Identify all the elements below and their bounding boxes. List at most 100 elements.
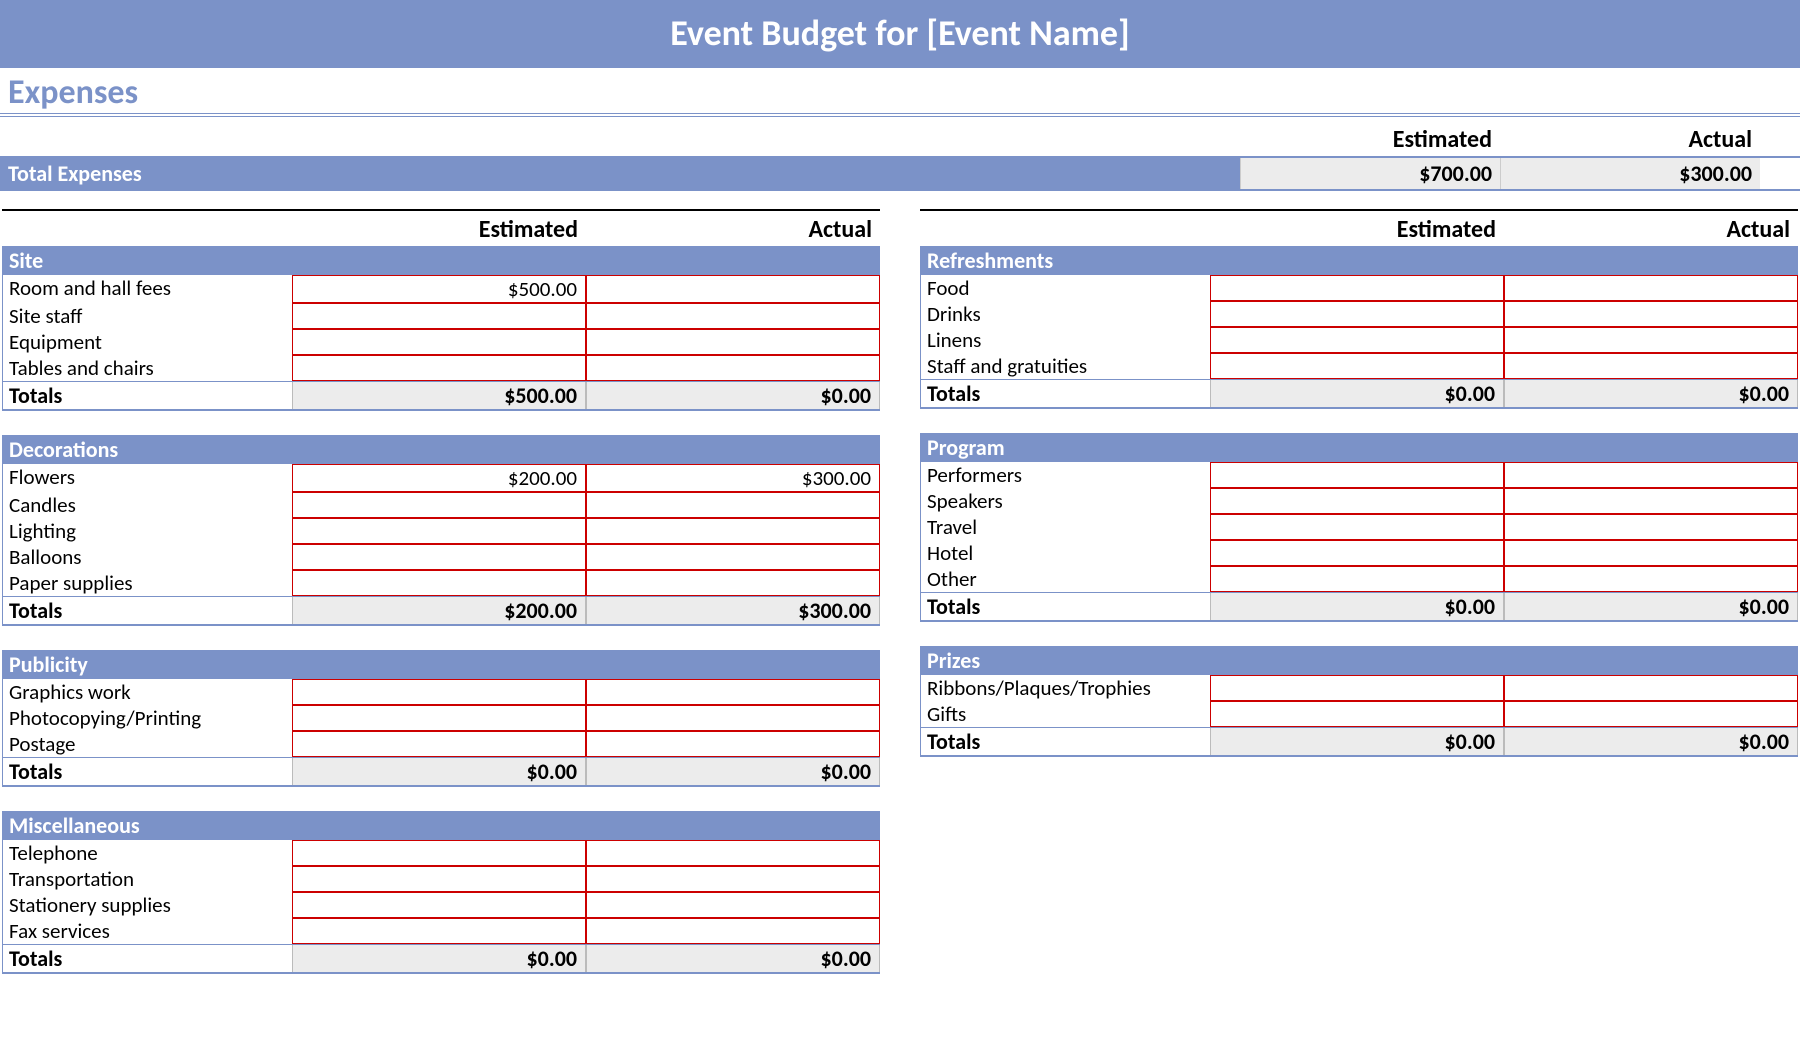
item-estimated-cell[interactable]: $500.00 <box>292 275 586 303</box>
group-title-cell <box>292 650 586 679</box>
item-estimated-cell[interactable] <box>292 840 586 866</box>
group-title-cell <box>292 246 586 275</box>
item-actual-cell[interactable] <box>586 918 880 944</box>
item-estimated-cell[interactable]: $200.00 <box>292 464 586 492</box>
item-actual-cell[interactable] <box>586 570 880 596</box>
item-estimated-cell[interactable] <box>292 918 586 944</box>
group-title-cell <box>1210 433 1504 462</box>
item-label: Site staff <box>2 303 292 329</box>
item-label: Transportation <box>2 866 292 892</box>
item-label: Room and hall fees <box>2 275 292 303</box>
item-actual-cell[interactable] <box>586 492 880 518</box>
item-actual-cell[interactable] <box>1504 275 1798 301</box>
group-totals-actual: $0.00 <box>586 758 880 785</box>
item-actual-cell[interactable] <box>1504 462 1798 488</box>
item-estimated-cell[interactable] <box>292 570 586 596</box>
item-actual-cell[interactable] <box>586 544 880 570</box>
group-title-row: Decorations <box>2 435 880 464</box>
item-actual-cell[interactable] <box>586 329 880 355</box>
group-title: Site <box>2 246 292 275</box>
item-actual-cell[interactable] <box>586 705 880 731</box>
item-actual-cell[interactable] <box>586 275 880 303</box>
item-estimated-cell[interactable] <box>1210 275 1504 301</box>
group-title-cell <box>586 650 880 679</box>
item-label: Flowers <box>2 464 292 492</box>
item-estimated-cell[interactable] <box>1210 675 1504 701</box>
group-totals-row: Totals$0.00$0.00 <box>2 757 880 787</box>
item-actual-cell[interactable] <box>1504 540 1798 566</box>
left-column: EstimatedActualSiteRoom and hall fees$50… <box>2 209 880 974</box>
item-label: Performers <box>920 462 1210 488</box>
group-totals-label: Totals <box>2 758 292 785</box>
group-title-row: Miscellaneous <box>2 811 880 840</box>
item-actual-cell[interactable] <box>586 866 880 892</box>
group-totals-row: Totals$0.00$0.00 <box>920 379 1798 409</box>
expense-row: Candles <box>2 492 880 518</box>
item-actual-cell[interactable] <box>586 679 880 705</box>
item-actual-cell[interactable] <box>586 303 880 329</box>
item-label: Linens <box>920 327 1210 353</box>
item-label: Travel <box>920 514 1210 540</box>
item-estimated-cell[interactable] <box>292 705 586 731</box>
expense-group: EstimatedActualRefreshmentsFoodDrinksLin… <box>920 209 1798 409</box>
item-estimated-cell[interactable] <box>1210 514 1504 540</box>
total-actual: $300.00 <box>1500 158 1760 189</box>
expense-row: Transportation <box>2 866 880 892</box>
item-estimated-cell[interactable] <box>292 355 586 381</box>
item-estimated-cell[interactable] <box>292 679 586 705</box>
item-estimated-cell[interactable] <box>292 492 586 518</box>
item-estimated-cell[interactable] <box>1210 301 1504 327</box>
item-estimated-cell[interactable] <box>1210 701 1504 727</box>
item-actual-cell[interactable] <box>586 840 880 866</box>
item-actual-cell[interactable] <box>586 355 880 381</box>
item-estimated-cell[interactable] <box>1210 462 1504 488</box>
item-actual-cell[interactable]: $300.00 <box>586 464 880 492</box>
item-label: Paper supplies <box>2 570 292 596</box>
item-estimated-cell[interactable] <box>1210 353 1504 379</box>
item-actual-cell[interactable] <box>1504 327 1798 353</box>
group-title: Decorations <box>2 435 292 464</box>
item-estimated-cell[interactable] <box>292 544 586 570</box>
item-label: Speakers <box>920 488 1210 514</box>
group-column-header: EstimatedActual <box>920 209 1798 246</box>
item-estimated-cell[interactable] <box>292 866 586 892</box>
item-actual-cell[interactable] <box>1504 514 1798 540</box>
item-estimated-cell[interactable] <box>292 518 586 544</box>
item-estimated-cell[interactable] <box>1210 488 1504 514</box>
expense-row: Telephone <box>2 840 880 866</box>
item-estimated-cell[interactable] <box>292 892 586 918</box>
item-label: Candles <box>2 492 292 518</box>
item-estimated-cell[interactable] <box>292 329 586 355</box>
item-actual-cell[interactable] <box>1504 301 1798 327</box>
item-estimated-cell[interactable] <box>1210 540 1504 566</box>
expense-group: EstimatedActualPublicityGraphics workPho… <box>2 650 880 787</box>
item-estimated-cell[interactable] <box>1210 327 1504 353</box>
item-estimated-cell[interactable] <box>292 731 586 757</box>
item-actual-cell[interactable] <box>1504 353 1798 379</box>
expense-group: EstimatedActualProgramPerformersSpeakers… <box>920 433 1798 622</box>
group-totals-label: Totals <box>2 945 292 972</box>
group-totals-row: Totals$0.00$0.00 <box>920 592 1798 622</box>
group-totals-estimated: $0.00 <box>1210 593 1504 620</box>
item-actual-cell[interactable] <box>586 892 880 918</box>
item-label: Ribbons/Plaques/Trophies <box>920 675 1210 701</box>
item-actual-cell[interactable] <box>1504 675 1798 701</box>
item-actual-cell[interactable] <box>586 731 880 757</box>
item-estimated-cell[interactable] <box>1210 566 1504 592</box>
item-actual-cell[interactable] <box>1504 701 1798 727</box>
group-totals-actual: $0.00 <box>1504 380 1798 407</box>
item-actual-cell[interactable] <box>586 518 880 544</box>
group-totals-row: Totals$0.00$0.00 <box>920 727 1798 757</box>
item-actual-cell[interactable] <box>1504 566 1798 592</box>
expense-row: Linens <box>920 327 1798 353</box>
section-title: Expenses <box>0 68 1800 117</box>
expense-row: Speakers <box>920 488 1798 514</box>
header-estimated: Estimated <box>1240 119 1500 156</box>
group-totals-actual: $300.00 <box>586 597 880 624</box>
item-label: Lighting <box>2 518 292 544</box>
item-estimated-cell[interactable] <box>292 303 586 329</box>
group-title: Publicity <box>2 650 292 679</box>
header-estimated: Estimated <box>1210 211 1504 246</box>
item-actual-cell[interactable] <box>1504 488 1798 514</box>
group-totals-actual: $0.00 <box>1504 728 1798 755</box>
